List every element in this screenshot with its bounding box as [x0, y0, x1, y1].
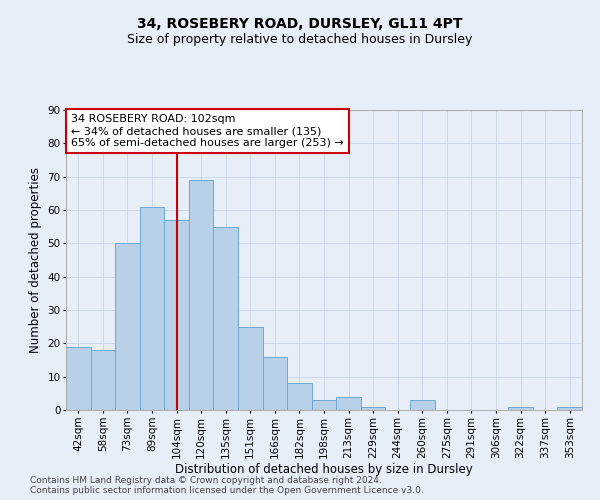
X-axis label: Distribution of detached houses by size in Dursley: Distribution of detached houses by size … — [175, 463, 473, 476]
Bar — [508, 406, 533, 410]
Bar — [263, 356, 287, 410]
Bar — [189, 180, 214, 410]
Bar — [557, 406, 582, 410]
Y-axis label: Number of detached properties: Number of detached properties — [29, 167, 42, 353]
Bar — [287, 384, 312, 410]
Bar — [115, 244, 140, 410]
Bar — [410, 400, 434, 410]
Bar — [164, 220, 189, 410]
Text: Contains HM Land Registry data © Crown copyright and database right 2024.: Contains HM Land Registry data © Crown c… — [30, 476, 382, 485]
Bar — [91, 350, 115, 410]
Bar — [140, 206, 164, 410]
Bar — [214, 226, 238, 410]
Text: 34, ROSEBERY ROAD, DURSLEY, GL11 4PT: 34, ROSEBERY ROAD, DURSLEY, GL11 4PT — [137, 18, 463, 32]
Bar — [66, 346, 91, 410]
Bar — [238, 326, 263, 410]
Text: Contains public sector information licensed under the Open Government Licence v3: Contains public sector information licen… — [30, 486, 424, 495]
Text: Size of property relative to detached houses in Dursley: Size of property relative to detached ho… — [127, 32, 473, 46]
Text: 34 ROSEBERY ROAD: 102sqm
← 34% of detached houses are smaller (135)
65% of semi-: 34 ROSEBERY ROAD: 102sqm ← 34% of detach… — [71, 114, 344, 148]
Bar — [361, 406, 385, 410]
Bar — [336, 396, 361, 410]
Bar — [312, 400, 336, 410]
